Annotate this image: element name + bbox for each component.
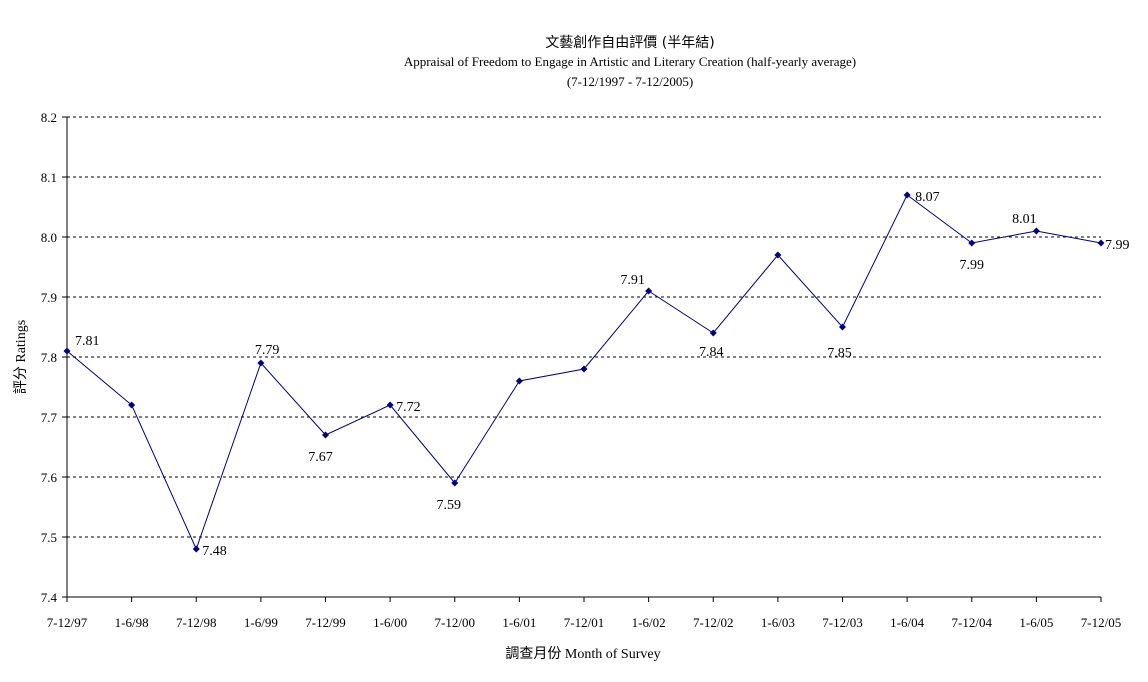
y-tick-label: 7.8 xyxy=(41,350,57,365)
data-point xyxy=(63,347,71,355)
data-point xyxy=(580,365,588,373)
y-tick-label: 7.9 xyxy=(41,290,57,305)
data-point xyxy=(709,329,717,337)
chart-subtitle: Appraisal of Freedom to Engage in Artist… xyxy=(404,54,856,69)
gridlines xyxy=(67,116,1101,538)
x-tick-label: 7-12/01 xyxy=(564,615,604,630)
data-label: 7.99 xyxy=(960,258,985,273)
data-label: 8.01 xyxy=(1012,212,1037,227)
x-tick-label: 1-6/04 xyxy=(890,615,924,630)
chart-title: 文藝創作自由評價 (半年結) xyxy=(545,34,714,51)
data-point xyxy=(968,239,976,247)
y-axis-ticks: 7.4 7.5 7.6 7.7 7.8 7.9 8.0 8.1 8.2 xyxy=(41,110,67,605)
data-label: 7.48 xyxy=(202,544,227,559)
x-tick-label: 1-6/00 xyxy=(373,615,407,630)
data-label: 7.99 xyxy=(1105,238,1130,253)
data-label: 7.72 xyxy=(396,400,421,415)
data-point xyxy=(386,401,394,409)
x-tick-label: 7-12/03 xyxy=(822,615,862,630)
y-tick-label: 8.2 xyxy=(41,110,57,125)
data-point xyxy=(515,377,523,385)
x-axis-ticks: 7-12/97 1-6/98 7-12/98 1-6/99 7-12/99 1-6/00 7… xyxy=(47,597,1121,630)
x-tick-label: 1-6/98 xyxy=(115,615,149,630)
data-label: 7.79 xyxy=(255,343,280,358)
x-tick-label: 1-6/01 xyxy=(502,615,536,630)
data-label: 8.07 xyxy=(915,190,940,205)
data-point xyxy=(128,401,136,409)
x-axis-label: 調查月份 Month of Survey xyxy=(505,646,660,662)
data-point xyxy=(192,545,200,553)
data-point xyxy=(839,323,846,331)
x-tick-label: 7-12/98 xyxy=(176,615,216,630)
data-point xyxy=(645,287,653,295)
data-point xyxy=(257,359,265,367)
x-tick-label: 7-12/05 xyxy=(1081,615,1121,630)
y-tick-label: 7.6 xyxy=(41,470,58,485)
x-tick-label: 1-6/03 xyxy=(761,615,795,630)
x-tick-label: 1-6/99 xyxy=(244,615,278,630)
y-tick-label: 8.0 xyxy=(41,230,57,245)
chart-titles: 文藝創作自由評價 (半年結) Appraisal of Freedom to E… xyxy=(404,34,856,89)
y-tick-label: 7.5 xyxy=(41,530,57,545)
y-axis-label: 評分 Ratings xyxy=(13,320,29,394)
data-labels: 7.81 7.48 7.79 7.67 7.72 7.59 7.91 7.84 7.85 8.07… xyxy=(75,190,1130,559)
x-tick-label: 1-6/02 xyxy=(632,615,666,630)
y-tick-label: 7.4 xyxy=(41,590,58,605)
data-point xyxy=(774,251,782,259)
data-point xyxy=(903,191,911,199)
data-point xyxy=(451,479,459,487)
data-label: 7.67 xyxy=(308,450,333,465)
y-tick-label: 7.7 xyxy=(41,410,58,425)
x-tick-label: 7-12/04 xyxy=(952,615,993,630)
data-label: 7.85 xyxy=(827,346,852,361)
x-tick-label: 7-12/97 xyxy=(47,615,88,630)
data-point xyxy=(322,431,329,439)
x-tick-label: 7-12/99 xyxy=(305,615,345,630)
data-label: 7.81 xyxy=(75,334,100,349)
x-tick-label: 1-6/05 xyxy=(1019,615,1053,630)
data-label: 7.91 xyxy=(620,273,645,288)
x-tick-label: 7-12/00 xyxy=(435,615,475,630)
data-label: 7.59 xyxy=(437,498,462,513)
y-tick-label: 8.1 xyxy=(41,170,57,185)
x-tick-label: 7-12/02 xyxy=(693,615,733,630)
chart-period: (7-12/1997 - 7-12/2005) xyxy=(567,74,693,89)
series-ratings xyxy=(63,191,1105,553)
data-point xyxy=(1097,239,1105,247)
data-point xyxy=(1032,227,1040,235)
data-label: 7.84 xyxy=(699,345,724,360)
